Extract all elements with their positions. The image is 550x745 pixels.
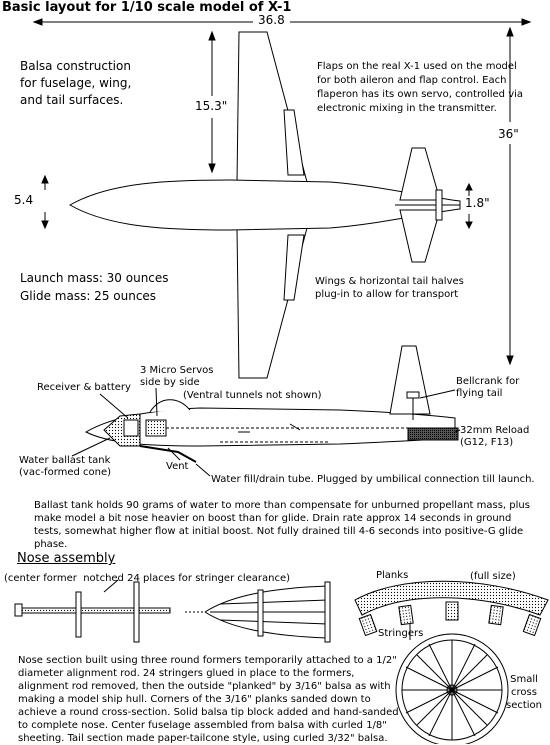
receiver-note: Receiver & battery [37, 382, 131, 393]
launch-mass: Launch mass: 30 ounces [20, 271, 169, 285]
tail-dia-label: 1.8" [465, 196, 490, 210]
receiver-box [123, 419, 139, 437]
tail-dia-dimension [465, 182, 473, 230]
fuselage-dia-label: 5.4 [14, 193, 34, 207]
reload-note: 32mm Reload (G12, F13) [460, 425, 530, 448]
bellcrank-note: Bellcrank for flying tail [456, 376, 520, 399]
nose-paragraph: Nose section built using three round for… [18, 655, 399, 744]
length-label: 36" [498, 127, 519, 141]
semispan-label: 15.3" [195, 99, 228, 113]
glide-mass: Glide mass: 25 ounces [20, 289, 157, 303]
servo-bay [145, 419, 167, 437]
page-title: Basic layout for 1/10 scale model of X-1 [2, 0, 292, 15]
vent-note: Vent [166, 461, 189, 472]
top-view-plan [68, 31, 461, 379]
ballast-tank-note: Water ballast tank (vac-formed cone) [19, 455, 112, 478]
canopy [149, 399, 191, 413]
fill-tube-note: Water fill/drain tube. Plugged by umbili… [211, 474, 535, 485]
h-tail-upper [399, 147, 441, 201]
plugin-note: Wings & horizontal tail halves plug-in t… [315, 276, 464, 300]
semispan-dimension [208, 30, 216, 174]
small-cross-label: Small cross section [506, 674, 543, 711]
former-note: (center former notched 24 places for str… [4, 573, 291, 584]
nose-heading: Nose assembly [17, 551, 116, 566]
planks-arc [354, 580, 549, 637]
side-leaders [71, 387, 461, 477]
flaps-note: Flaps on the real X-1 used on the model … [317, 61, 524, 114]
balsa-note: Balsa construction for fuselage, wing, a… [20, 59, 132, 107]
stringers-label: Stringers [378, 628, 424, 639]
fuselage-dia-dimension [41, 174, 49, 230]
length-dimension [506, 26, 514, 366]
vertical-tail [389, 345, 431, 415]
h-tail-lower [399, 209, 441, 263]
servos-note: 3 Micro Servos side by side [140, 365, 214, 388]
wingspan-dimension [32, 18, 532, 26]
flaperon-upper [283, 109, 305, 176]
stringer-frame [185, 581, 331, 643]
wingspan-label: 36.8 [258, 13, 285, 27]
planks-label: Planks [376, 570, 409, 581]
full-size-label: (full size) [470, 571, 516, 582]
reload-motor [407, 427, 459, 441]
flaperon-lower [283, 234, 305, 301]
ventral-note: (Ventral tunnels not shown) [183, 390, 322, 401]
formers-on-rod [14, 579, 171, 643]
side-view [84, 345, 459, 463]
small-cross-section [395, 633, 509, 744]
ballast-paragraph: Ballast tank holds 90 grams of water to … [34, 500, 530, 550]
